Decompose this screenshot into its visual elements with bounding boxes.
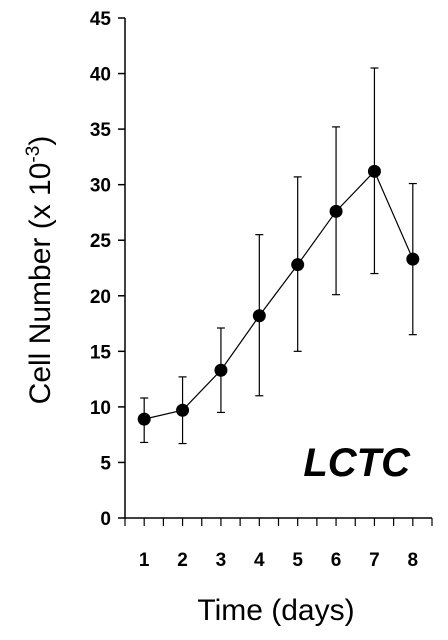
y-tick-label: 30 [90,176,111,197]
x-axis-ticks: 1 2 3 4 5 6 7 8 [124,518,433,571]
y-axis-ticks: 0 5 10 15 20 25 30 35 40 45 [90,9,125,530]
y-axis-title-exponent: -3 [23,146,44,163]
x-tick-label: 2 [177,550,188,571]
x-tick-label: 5 [292,550,303,571]
data-point [291,258,305,272]
x-tick-label: 8 [408,550,419,571]
y-tick-label: 25 [90,231,112,252]
data-point [214,363,228,377]
y-tick-label: 20 [90,287,111,308]
x-tick-label: 1 [139,550,150,571]
x-tick-label: 4 [254,550,265,571]
x-tick-label: 7 [369,550,380,571]
x-tick-label: 6 [331,550,342,571]
data-point [252,309,266,323]
error-bars [140,67,417,445]
chart-annotation: LCTC [303,441,411,485]
data-points [137,164,420,426]
x-tick-label: 3 [216,550,227,571]
y-tick-label: 35 [90,120,112,141]
y-tick-label: 5 [100,453,111,474]
data-point [329,204,343,218]
y-tick-label: 15 [90,342,112,363]
x-axis-title: Time (days) [197,594,354,627]
data-point [176,403,190,417]
data-point [406,252,420,266]
y-tick-label: 45 [90,9,112,30]
y-tick-label: 0 [100,509,111,530]
series-line-group [144,170,414,420]
y-tick-label: 10 [90,398,111,419]
y-axis-title-main: Cell Number (x 10 [24,163,57,405]
series-line [144,170,414,420]
data-point [367,164,381,178]
y-axis-title-close: ) [24,136,57,146]
y-tick-label: 40 [90,65,111,86]
y-axis-title: Cell Number (x 10-3) [23,136,57,405]
data-point [137,412,151,426]
